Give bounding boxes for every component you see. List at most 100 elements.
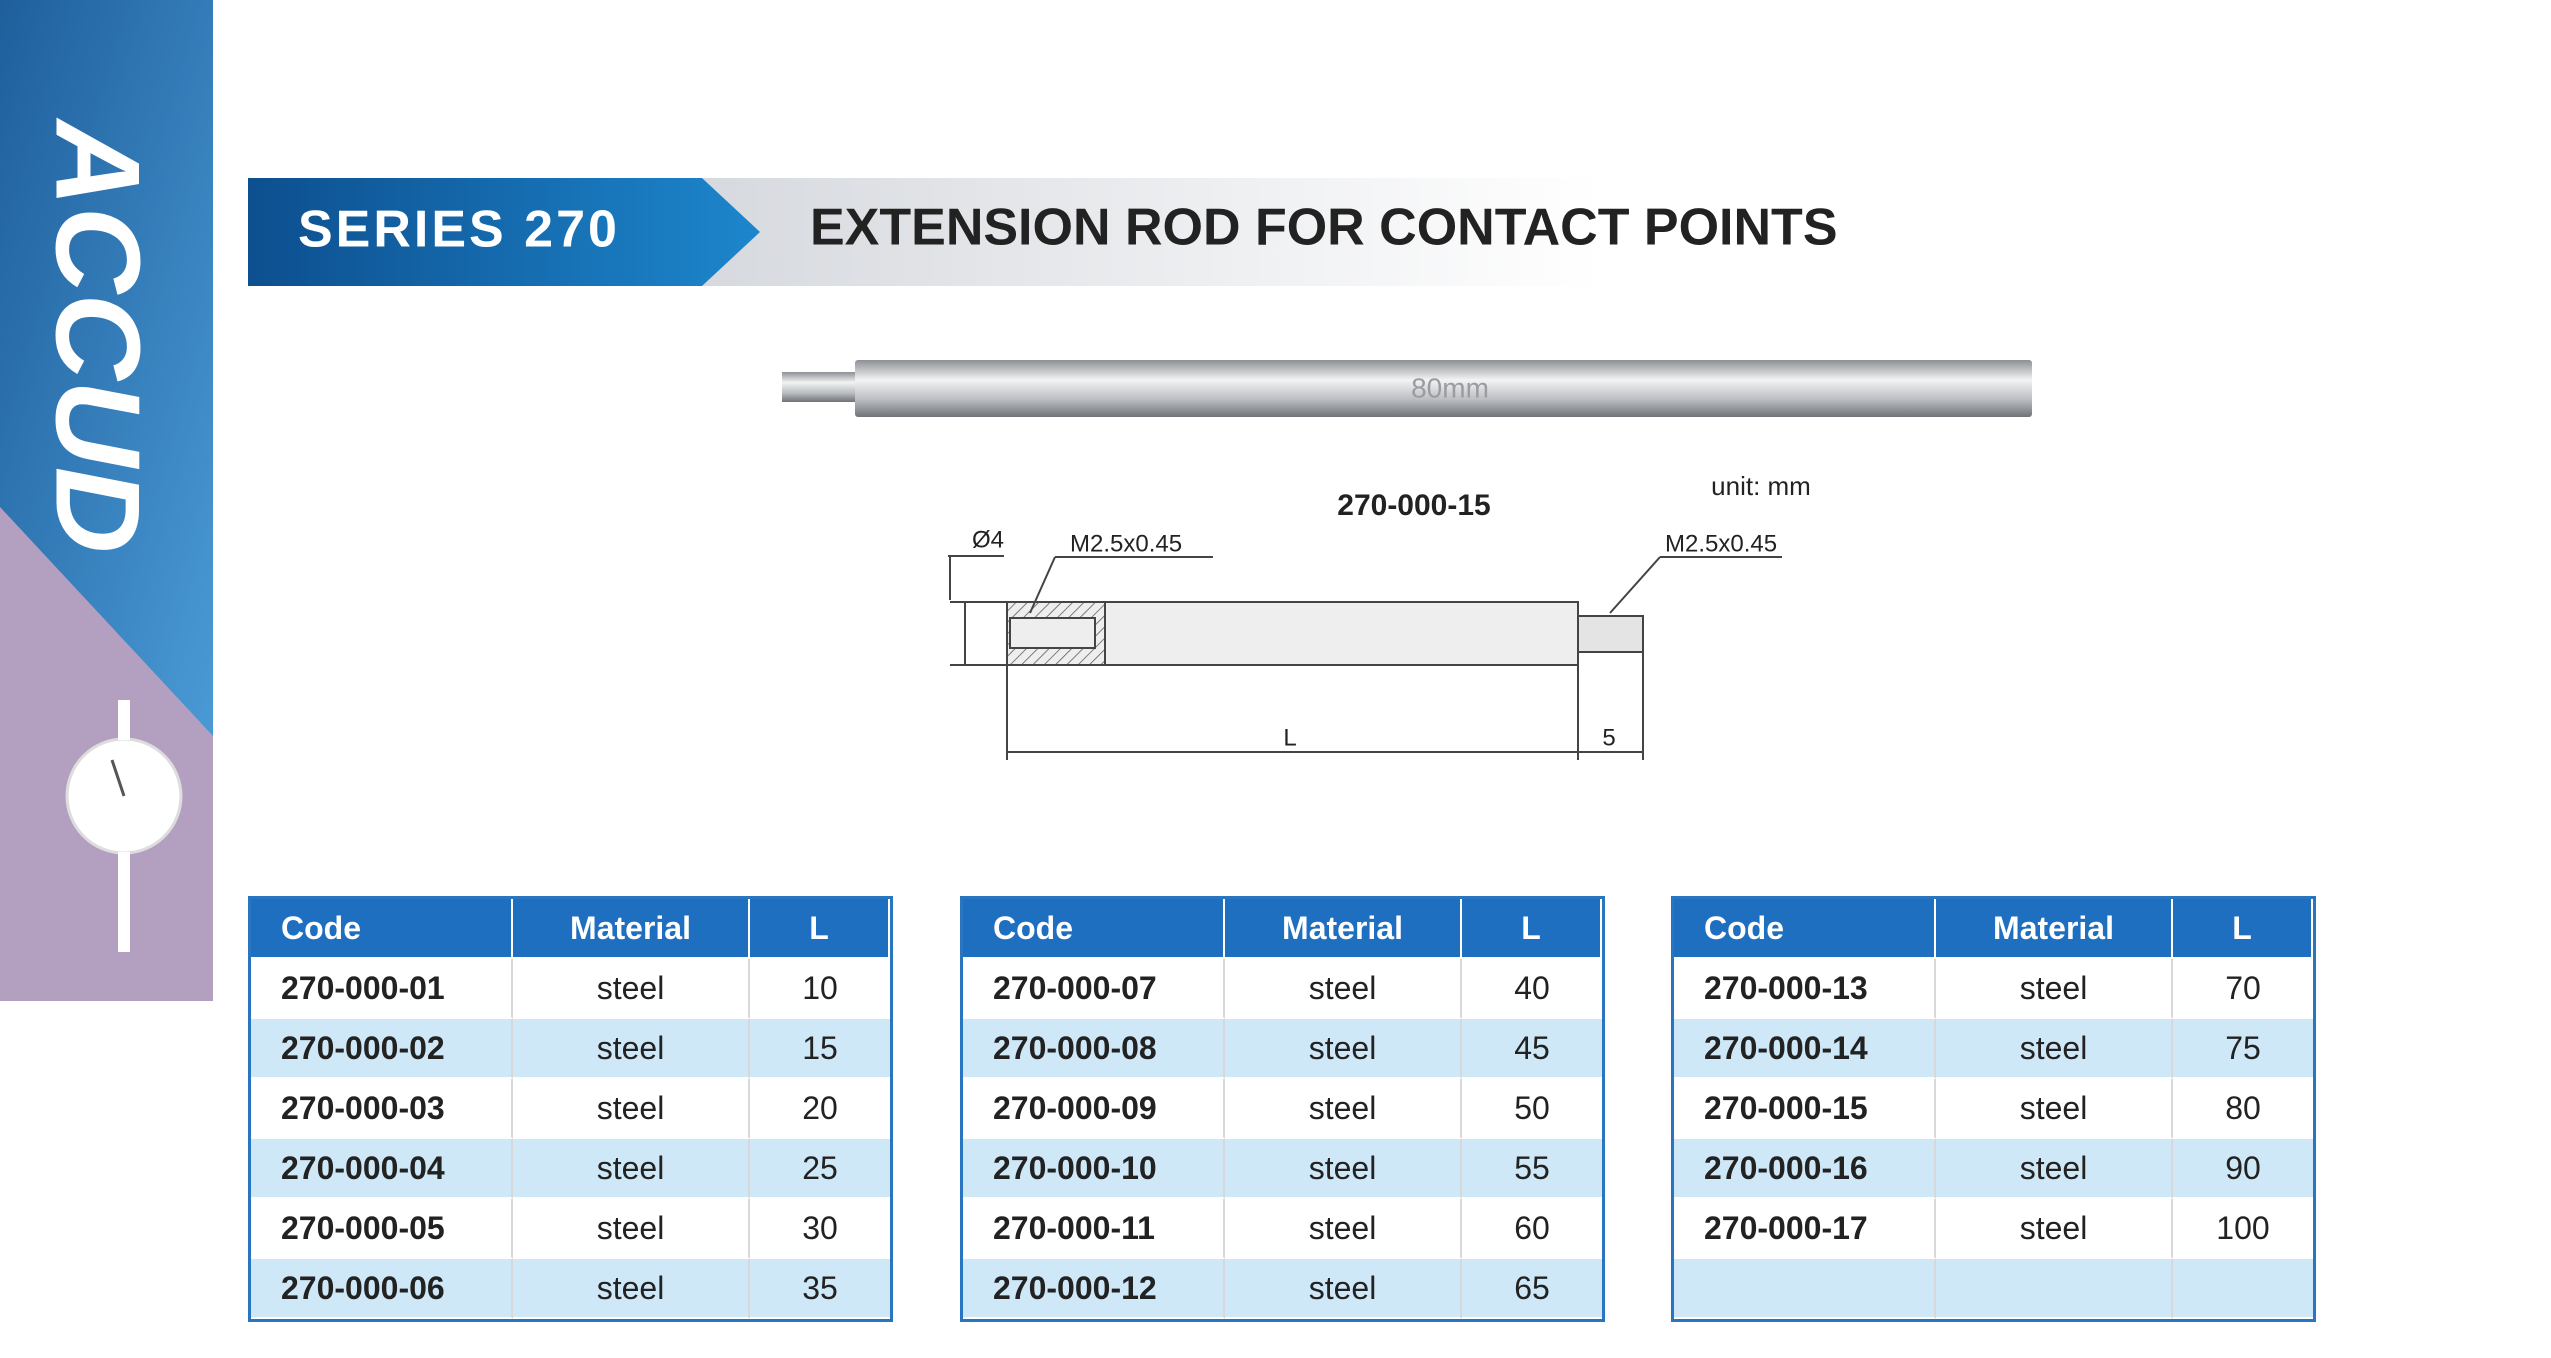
table: Code Material L 270-000-07 steel 40 270-000-08… bbox=[960, 896, 1605, 1322]
table-cell: 270-000-09 bbox=[963, 1079, 1225, 1139]
table-cell: 270-000-14 bbox=[1674, 1019, 1936, 1079]
table-row: 270-000-12 steel 65 bbox=[963, 1259, 1602, 1319]
table-cell: steel bbox=[1225, 1139, 1462, 1199]
header-row: Code Material L bbox=[251, 899, 890, 959]
table-row: 270-000-02 steel 15 bbox=[251, 1019, 890, 1079]
gauge-needle bbox=[110, 759, 126, 797]
empty-cell bbox=[1936, 1259, 2173, 1319]
table-cell: 75 bbox=[2173, 1019, 2313, 1079]
table-cell: 30 bbox=[750, 1199, 890, 1259]
table-cell: 270-000-13 bbox=[1674, 959, 1936, 1019]
table-cell: 90 bbox=[2173, 1139, 2313, 1199]
table: Code Material L 270-000-13 steel 70 270-000-14… bbox=[1671, 896, 2316, 1322]
gauge-stem bbox=[118, 700, 130, 740]
column-header: Code bbox=[1674, 899, 1936, 959]
column-header: Code bbox=[963, 899, 1225, 959]
table-cell: steel bbox=[513, 1079, 750, 1139]
table-cell: 100 bbox=[2173, 1199, 2313, 1259]
table-cell: 270-000-05 bbox=[251, 1199, 513, 1259]
table-cell: steel bbox=[513, 1139, 750, 1199]
table-cell: 35 bbox=[750, 1259, 890, 1319]
table-cell: 50 bbox=[1462, 1079, 1602, 1139]
unit: unit: mm bbox=[1711, 471, 1811, 501]
table-cell: steel bbox=[513, 1019, 750, 1079]
header-row: Code Material L bbox=[1674, 899, 2313, 959]
table-cell: 20 bbox=[750, 1079, 890, 1139]
table-cell: 270-000-04 bbox=[251, 1139, 513, 1199]
series: SERIES 270 bbox=[298, 201, 620, 259]
sidebar-blue bbox=[0, 0, 213, 736]
table-row: 270-000-17 steel 100 bbox=[1674, 1199, 2313, 1259]
table-row: 270-000-16 steel 90 bbox=[1674, 1139, 2313, 1199]
thread-left: M2.5x0.45 bbox=[1070, 530, 1182, 557]
table-cell: steel bbox=[1936, 1139, 2173, 1199]
table-cell: 65 bbox=[1462, 1259, 1602, 1319]
table-cell: 270-000-02 bbox=[251, 1019, 513, 1079]
table-cell: steel bbox=[1936, 1079, 2173, 1139]
column-header: Material bbox=[513, 899, 750, 959]
table-row: 270-000-14 steel 75 bbox=[1674, 1019, 2313, 1079]
column-header: Material bbox=[1225, 899, 1462, 959]
column-header: L bbox=[1462, 899, 1602, 959]
table-cell: 40 bbox=[1462, 959, 1602, 1019]
column-header: Material bbox=[1936, 899, 2173, 959]
table-cell: 270-000-01 bbox=[251, 959, 513, 1019]
table-row: 270-000-07 steel 40 bbox=[963, 959, 1602, 1019]
table-cell: 270-000-15 bbox=[1674, 1079, 1936, 1139]
table-cell: 270-000-06 bbox=[251, 1259, 513, 1319]
gauge-spindle bbox=[118, 852, 130, 952]
rod-photo bbox=[855, 360, 2032, 417]
title: EXTENSION ROD FOR CONTACT POINTS bbox=[810, 199, 1838, 257]
table-row: 270-000-01 steel 10 bbox=[251, 959, 890, 1019]
thread-length: 5 bbox=[1602, 724, 1615, 751]
column-header: L bbox=[750, 899, 890, 959]
table-cell: 70 bbox=[2173, 959, 2313, 1019]
banner bbox=[248, 178, 760, 286]
table-cell: 270-000-08 bbox=[963, 1019, 1225, 1079]
table-row: 270-000-13 steel 70 bbox=[1674, 959, 2313, 1019]
thread-right: M2.5x0.45 bbox=[1665, 530, 1777, 557]
drawing bbox=[948, 555, 1782, 760]
table-cell: 270-000-10 bbox=[963, 1139, 1225, 1199]
table-cell: 270-000-17 bbox=[1674, 1199, 1936, 1259]
table-cell: steel bbox=[1225, 959, 1462, 1019]
table-cell: 15 bbox=[750, 1019, 890, 1079]
table: Code Material L 270-000-01 steel 10 270-000-02… bbox=[248, 896, 893, 1322]
table-cell: steel bbox=[513, 1199, 750, 1259]
header-row: Code Material L bbox=[963, 899, 1602, 959]
table-row: 270-000-04 steel 25 bbox=[251, 1139, 890, 1199]
drawing-code: 270-000-15 bbox=[1337, 489, 1490, 522]
brand: ACCUD bbox=[30, 117, 164, 553]
column-header: Code bbox=[251, 899, 513, 959]
empty-cell bbox=[1674, 1259, 1936, 1319]
table-cell: 10 bbox=[750, 959, 890, 1019]
table-cell: steel bbox=[1936, 1019, 2173, 1079]
column-header: L bbox=[2173, 899, 2313, 959]
table-row: 270-000-11 steel 60 bbox=[963, 1199, 1602, 1259]
table-cell: 55 bbox=[1462, 1139, 1602, 1199]
table-cell: 25 bbox=[750, 1139, 890, 1199]
table-row bbox=[1674, 1259, 2313, 1319]
table-cell: 80 bbox=[2173, 1079, 2313, 1139]
rod-thread bbox=[782, 372, 857, 402]
table-row: 270-000-10 steel 55 bbox=[963, 1139, 1602, 1199]
table-row: 270-000-05 steel 30 bbox=[251, 1199, 890, 1259]
diameter: Ø4 bbox=[972, 526, 1004, 553]
table-cell: 270-000-12 bbox=[963, 1259, 1225, 1319]
table-row: 270-000-06 steel 35 bbox=[251, 1259, 890, 1319]
table-cell: steel bbox=[1225, 1079, 1462, 1139]
table-row: 270-000-08 steel 45 bbox=[963, 1019, 1602, 1079]
length-label: L bbox=[1283, 724, 1296, 751]
table-cell: steel bbox=[513, 959, 750, 1019]
table-cell: steel bbox=[1936, 1199, 2173, 1259]
table-cell: steel bbox=[513, 1259, 750, 1319]
table-cell: 270-000-03 bbox=[251, 1079, 513, 1139]
table-cell: steel bbox=[1225, 1259, 1462, 1319]
rod-label: 80mm bbox=[1411, 372, 1489, 403]
banner-bg bbox=[700, 178, 1600, 286]
table-cell: steel bbox=[1225, 1199, 1462, 1259]
table-row: 270-000-09 steel 50 bbox=[963, 1079, 1602, 1139]
empty-cell bbox=[2173, 1259, 2313, 1319]
